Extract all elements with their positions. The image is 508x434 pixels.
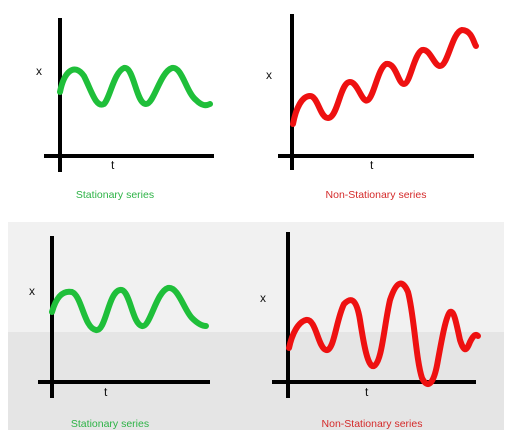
x-axis-label: t <box>104 385 108 399</box>
y-axis-label: x <box>266 68 272 82</box>
caption-stationary: Stationary series <box>71 418 149 430</box>
y-axis-label: x <box>260 291 266 305</box>
panel-top-nonstationary: x t Non-Stationary series <box>266 14 479 201</box>
lower-panel-background-light <box>8 222 504 332</box>
stationary-series-line <box>57 65 213 109</box>
panel-bottom-nonstationary: x t Non-Stationary series <box>260 232 481 430</box>
x-axis-label: t <box>111 158 115 172</box>
panel-top-stationary: x t Stationary series <box>36 18 214 201</box>
panel-bottom-stationary: x t Stationary series <box>29 236 210 430</box>
x-axis-label: t <box>370 158 374 172</box>
y-axis-label: x <box>36 64 42 78</box>
y-axis-label: x <box>29 284 35 298</box>
caption-nonstationary: Non-Stationary series <box>322 418 423 430</box>
caption-stationary: Stationary series <box>76 189 154 201</box>
caption-nonstationary: Non-Stationary series <box>326 189 427 201</box>
stationary-series-line <box>49 285 209 333</box>
nonstationary-series-line <box>290 26 479 127</box>
nonstationary-series-line <box>286 280 481 387</box>
x-axis-label: t <box>365 385 369 399</box>
